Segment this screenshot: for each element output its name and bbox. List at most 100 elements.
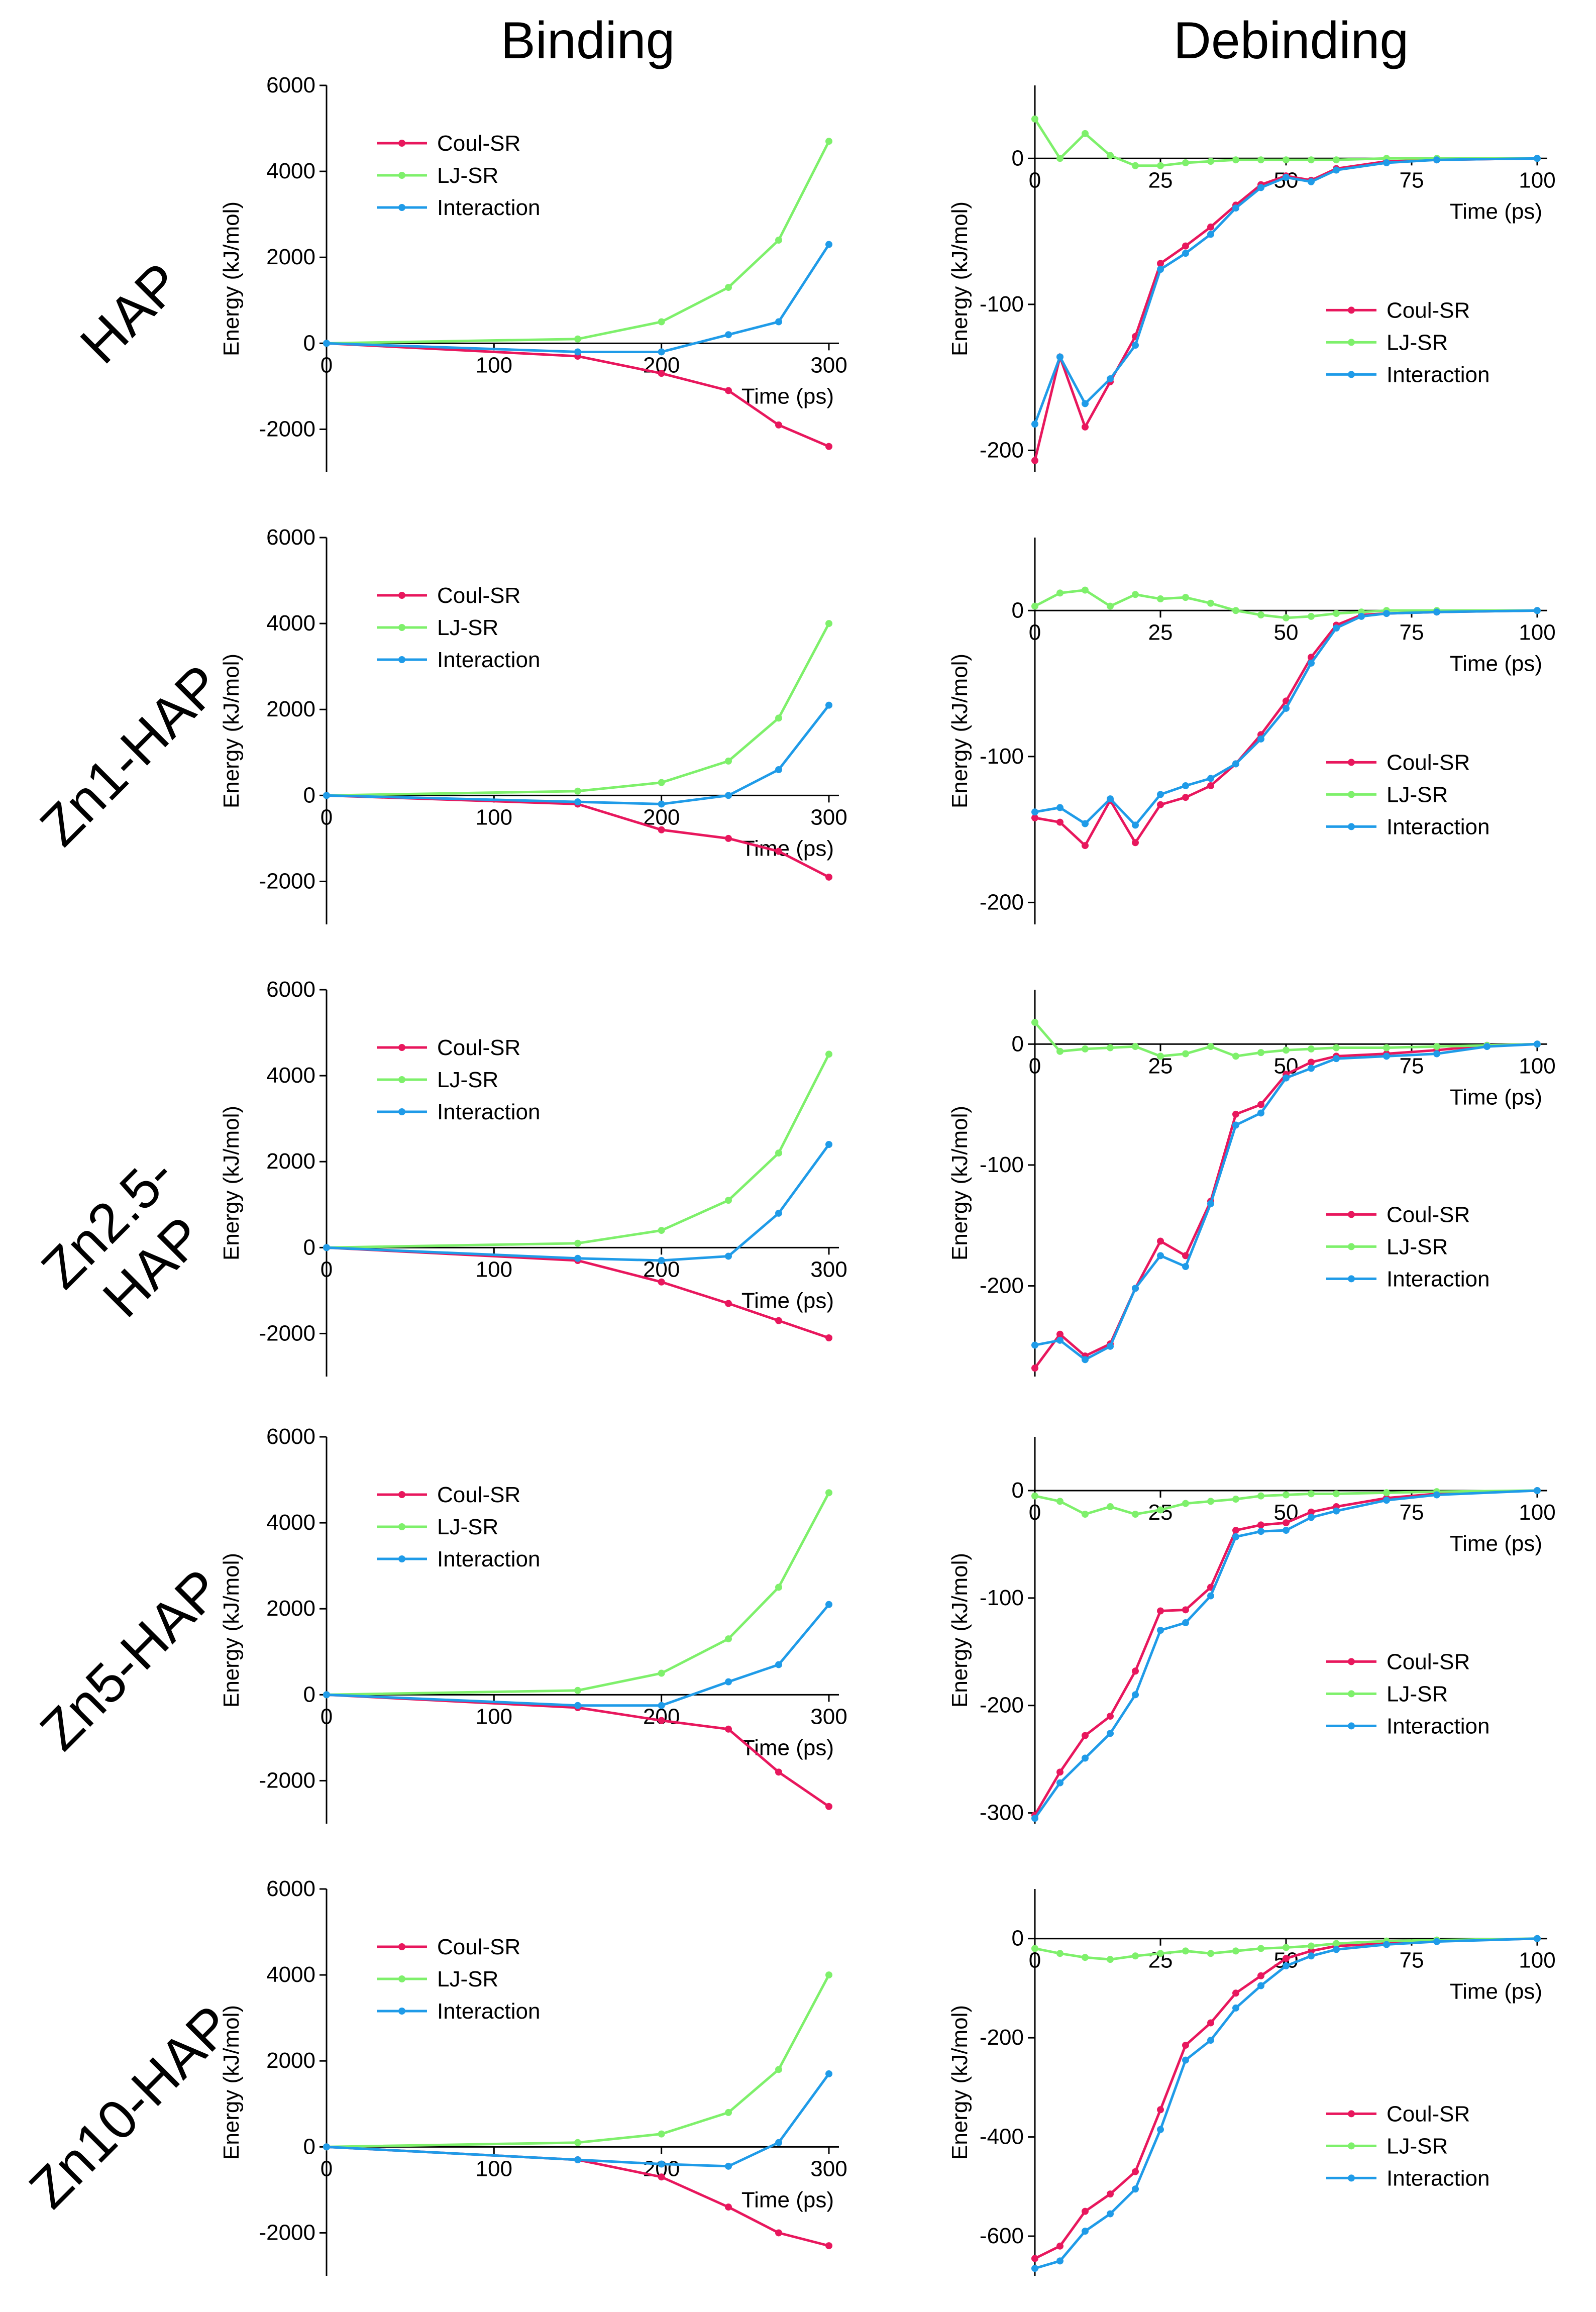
- data-point-interaction: [1132, 1285, 1139, 1292]
- data-point-interaction: [1308, 659, 1315, 667]
- data-point-lj-sr: [574, 1239, 581, 1247]
- series-line-interaction: [326, 2073, 830, 2168]
- data-point-lj-sr: [1283, 1944, 1290, 1951]
- x-tick-label: 0: [321, 1704, 333, 1729]
- col-title-binding: Binding: [500, 12, 675, 70]
- x-tick-label: 300: [810, 2156, 847, 2181]
- legend-label-coul-sr: Coul-SR: [1387, 2101, 1470, 2126]
- series-line-interaction: [326, 1604, 830, 1707]
- data-point-interaction: [1483, 1043, 1491, 1050]
- y-tick-label: 0: [303, 1682, 315, 1707]
- data-point-coul-sr: [725, 834, 732, 842]
- y-tick-label: 2000: [266, 1596, 315, 1621]
- data-point-lj-sr: [1056, 1498, 1063, 1505]
- data-point-interaction: [1358, 612, 1365, 620]
- data-point-interaction: [1283, 1962, 1290, 1970]
- data-point-interaction: [1383, 1053, 1390, 1060]
- data-point-interaction: [1333, 166, 1340, 174]
- legend-marker-coul-sr: [1348, 759, 1355, 766]
- data-point-lj-sr: [1132, 591, 1139, 598]
- data-point-interaction: [1157, 1252, 1164, 1259]
- legend-label-lj-sr: LJ-SR: [437, 1515, 498, 1539]
- data-point-interaction: [323, 340, 330, 347]
- legend-marker-lj-sr: [1348, 1243, 1355, 1250]
- x-tick-label: 100: [476, 1257, 512, 1282]
- legend-label-coul-sr: Coul-SR: [437, 583, 520, 608]
- legend-marker-lj-sr: [398, 1076, 405, 1083]
- data-point-interaction: [775, 1209, 782, 1217]
- data-point-lj-sr: [1333, 610, 1340, 617]
- data-point-interaction: [1056, 2257, 1063, 2265]
- data-point-lj-sr: [1257, 611, 1264, 618]
- series-line-interaction: [1033, 157, 1538, 425]
- y-tick-label: -200: [980, 1274, 1024, 1298]
- series-line-interaction: [1033, 1489, 1538, 1819]
- y-tick-label: -2000: [259, 869, 315, 893]
- data-point-coul-sr: [658, 2173, 665, 2181]
- data-point-coul-sr: [1107, 2190, 1114, 2198]
- x-axis-label: Time (ps): [1450, 1979, 1542, 2004]
- x-tick-label: 100: [1519, 620, 1555, 645]
- series-line-lj-sr: [326, 1974, 830, 2148]
- data-point-lj-sr: [825, 1971, 832, 1979]
- y-tick-label: 6000: [266, 1876, 315, 1901]
- data-point-coul-sr: [825, 443, 832, 450]
- data-point-lj-sr: [725, 1635, 732, 1643]
- x-tick-label: 75: [1400, 1948, 1424, 1973]
- data-point-interaction: [1157, 2126, 1164, 2133]
- x-tick-label: 100: [1519, 168, 1555, 192]
- series-line-lj-sr: [1034, 1937, 1538, 1961]
- data-point-interaction: [725, 1678, 732, 1686]
- data-point-coul-sr: [725, 1300, 732, 1307]
- y-tick-label: 2000: [266, 697, 315, 721]
- data-point-lj-sr: [1031, 115, 1038, 123]
- data-point-lj-sr: [1232, 156, 1239, 164]
- data-point-lj-sr: [1232, 1496, 1239, 1503]
- data-point-lj-sr: [775, 1584, 782, 1591]
- y-tick-label: 4000: [266, 611, 315, 636]
- data-point-lj-sr: [825, 620, 832, 627]
- y-tick-label: -200: [980, 438, 1024, 462]
- data-point-coul-sr: [1257, 1521, 1264, 1529]
- data-point-coul-sr: [1031, 1364, 1038, 1372]
- legend-marker-lj-sr: [398, 624, 405, 631]
- data-point-lj-sr: [1132, 1043, 1139, 1050]
- data-point-lj-sr: [1383, 1044, 1390, 1052]
- data-point-interaction: [1031, 421, 1038, 428]
- legend-marker-interaction: [398, 204, 405, 211]
- data-point-lj-sr: [1056, 1950, 1063, 1957]
- data-point-interaction: [1383, 610, 1390, 617]
- legend-marker-interaction: [1348, 1275, 1355, 1283]
- data-point-coul-sr: [1082, 423, 1089, 431]
- data-point-lj-sr: [1308, 156, 1315, 164]
- data-point-lj-sr: [725, 1197, 732, 1204]
- data-point-interaction: [1132, 342, 1139, 349]
- data-point-coul-sr: [1283, 1519, 1290, 1527]
- x-tick-label: 0: [1029, 1054, 1041, 1078]
- data-point-lj-sr: [1207, 158, 1214, 165]
- data-point-interaction: [1107, 1730, 1114, 1737]
- legend-marker-interaction: [1348, 2174, 1355, 2182]
- series-line-interaction: [326, 1143, 830, 1262]
- legend-label-interaction: Interaction: [1387, 2166, 1489, 2190]
- legend-label-coul-sr: Coul-SR: [1387, 750, 1470, 775]
- data-point-interaction: [1534, 607, 1541, 614]
- data-point-lj-sr: [1082, 130, 1089, 137]
- col-title-debinding: Debinding: [1173, 12, 1409, 70]
- data-point-interaction: [1257, 735, 1264, 743]
- data-point-lj-sr: [775, 714, 782, 722]
- series-line-coul-sr: [326, 794, 830, 879]
- y-axis-label: Energy (kJ/mol): [219, 654, 244, 808]
- y-tick-label: 4000: [266, 159, 315, 183]
- data-point-interaction: [1132, 2185, 1139, 2193]
- y-tick-label: -600: [980, 2224, 1024, 2248]
- x-tick-label: 0: [1029, 168, 1041, 192]
- data-point-interaction: [825, 701, 832, 709]
- x-tick-label: 100: [1519, 1948, 1555, 1973]
- data-point-lj-sr: [1107, 152, 1114, 159]
- data-point-interaction: [1207, 1592, 1214, 1600]
- data-point-coul-sr: [1308, 1947, 1315, 1955]
